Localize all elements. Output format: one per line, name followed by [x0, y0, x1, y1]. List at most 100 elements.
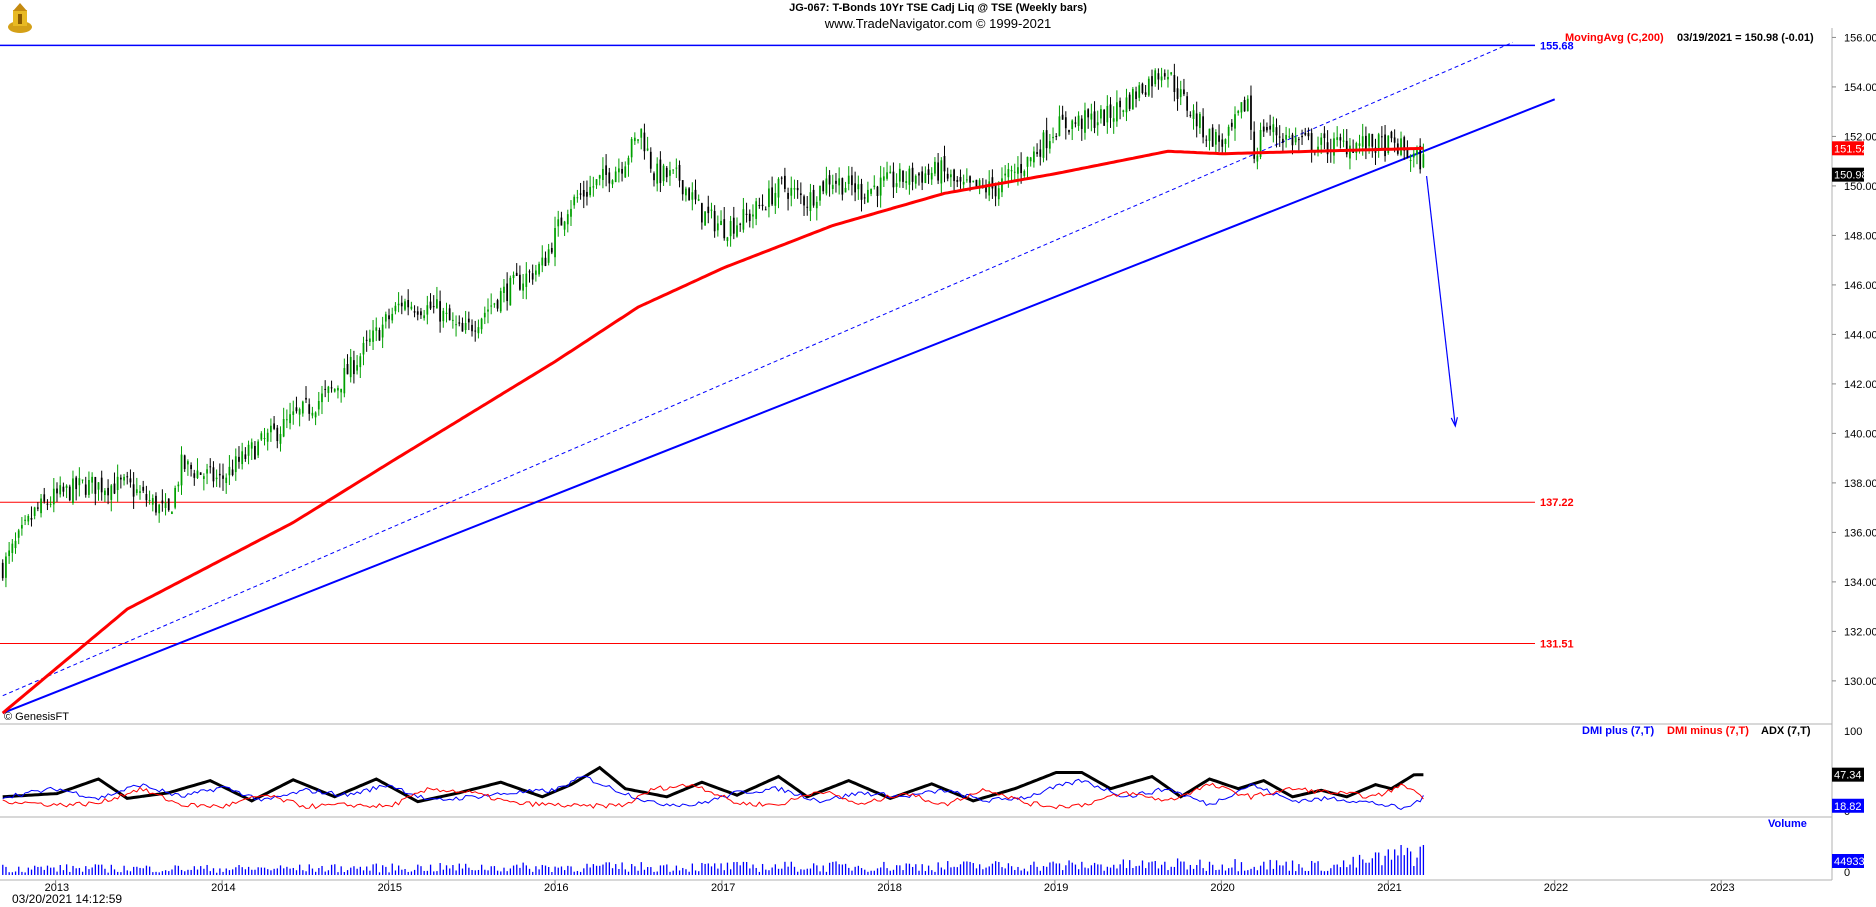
volume-bar [263, 867, 266, 875]
candle-body [918, 173, 920, 176]
volume-bar [254, 869, 256, 875]
candle-body [534, 270, 537, 275]
volume-bar [666, 864, 668, 875]
volume-bar [1413, 866, 1415, 875]
candle-body [333, 388, 336, 392]
volume-bar [809, 868, 812, 875]
candle-body [799, 193, 802, 196]
candle-body [710, 209, 713, 211]
candle-body [1291, 134, 1294, 146]
candle-body [49, 503, 52, 505]
volume-bar [324, 871, 326, 875]
candle-body [250, 442, 253, 449]
candle-body [965, 179, 968, 181]
volume-bar [461, 868, 464, 875]
candle-body [1109, 104, 1112, 118]
candle-body [1064, 117, 1067, 129]
volume-bar [595, 865, 598, 875]
volume-bar [710, 866, 713, 875]
candle-body [825, 178, 828, 194]
volume-bar [618, 868, 620, 875]
y-tick-label: 148.00 [1844, 230, 1876, 242]
volume-bar [1269, 859, 1271, 875]
volume-bar [1071, 862, 1073, 875]
candle-body [190, 464, 192, 470]
volume-bar [308, 864, 310, 875]
volume-bar [257, 867, 259, 875]
candle-body [1010, 170, 1013, 172]
volume-bar [1173, 866, 1176, 875]
volume-bar [496, 870, 499, 875]
candle-body [707, 206, 710, 214]
candle-body [519, 274, 521, 290]
volume-bar [62, 870, 65, 875]
volume-bar [452, 864, 454, 875]
candle-body [91, 476, 94, 483]
volume-bar [717, 868, 719, 875]
candle-body [1154, 70, 1157, 85]
candle-body [1400, 138, 1402, 155]
volume-bar [1087, 868, 1089, 875]
candle-body [1138, 85, 1141, 98]
candle-body [372, 330, 374, 342]
candle-body [212, 467, 215, 482]
candle-body [611, 180, 614, 185]
candle-body [723, 219, 726, 239]
volume-bar [161, 871, 164, 875]
candle-body [30, 517, 33, 520]
volume-bar [410, 871, 413, 875]
volume-bar [816, 865, 818, 875]
candle-body [1342, 140, 1345, 142]
candle-body [1020, 164, 1023, 174]
candle-body [882, 176, 885, 181]
candle-body [397, 303, 400, 306]
y-tick-label: 152.00 [1844, 131, 1876, 143]
volume-bar [749, 868, 751, 875]
candle-body [349, 356, 352, 378]
candle-body [1039, 149, 1042, 157]
candle-body [1167, 76, 1169, 80]
y-tick-label: 138.00 [1844, 478, 1876, 490]
candle-body [384, 314, 387, 322]
volume-bar [1307, 870, 1310, 875]
volume-bar [1228, 868, 1230, 875]
candle-body [209, 466, 212, 468]
volume-bar [91, 867, 93, 875]
volume-bar [1119, 864, 1121, 875]
volume-bar [1247, 870, 1249, 875]
volume-bar [720, 863, 722, 875]
y-tick-label: 132.00 [1844, 626, 1876, 638]
volume-bar [449, 868, 451, 875]
volume-bar [88, 869, 90, 875]
candle-body [1380, 136, 1383, 138]
volume-bar [346, 870, 349, 875]
candle-body [1119, 100, 1121, 108]
volume-bar [570, 866, 572, 875]
candle-body [1100, 109, 1102, 119]
volume-bar [244, 869, 247, 875]
candle-body [525, 273, 528, 287]
volume-bar [1291, 860, 1294, 875]
candle-body [362, 342, 365, 355]
volume-bar [46, 865, 49, 875]
volume-bar [1250, 868, 1252, 875]
volume-bar [477, 869, 480, 875]
volume-bar [1183, 861, 1185, 875]
volume-bar [455, 870, 457, 875]
volume-bar [1170, 866, 1172, 875]
volume-bar [653, 871, 655, 875]
candle-body [937, 162, 939, 181]
volume-bar [605, 862, 607, 875]
candle-body [1224, 139, 1227, 145]
volume-bar [133, 866, 135, 875]
volume-bar [1403, 855, 1405, 875]
candle-body [729, 221, 732, 237]
candle-body [289, 414, 291, 424]
candle-body [761, 204, 764, 207]
y-tick-label: 130.00 [1844, 676, 1876, 688]
volume-bar [870, 870, 872, 875]
volume-bar [991, 863, 994, 875]
volume-bar [1154, 860, 1156, 875]
volume-bar [953, 866, 955, 875]
